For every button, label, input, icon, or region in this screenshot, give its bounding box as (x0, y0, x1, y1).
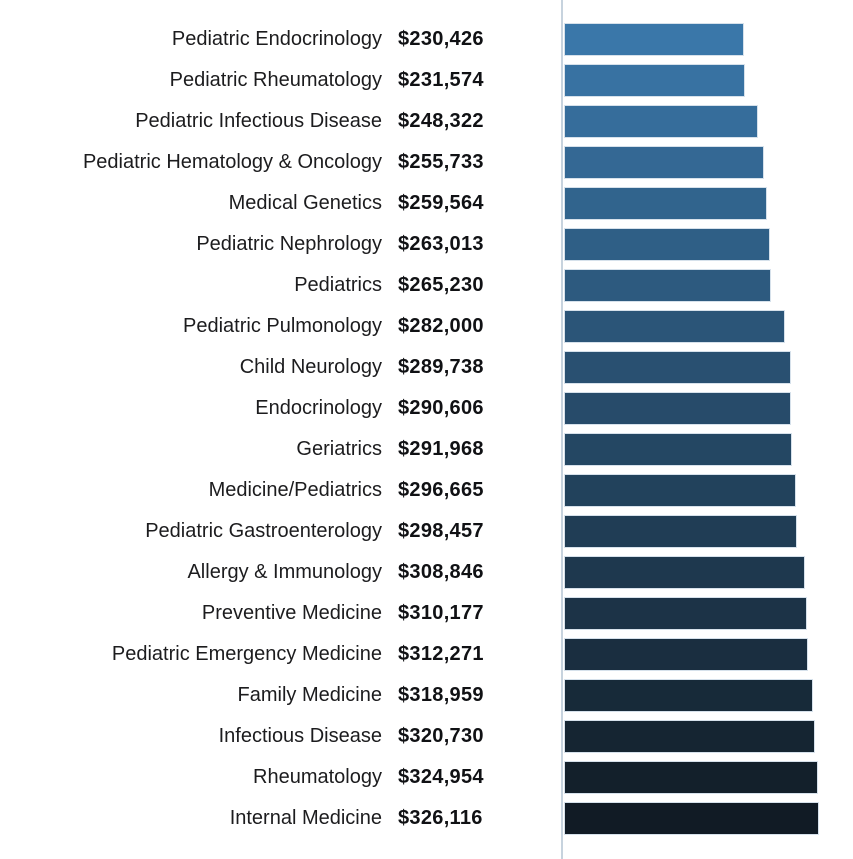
salary-value: $282,000 (398, 315, 484, 337)
salary-value: $296,665 (398, 479, 484, 501)
specialty-label: Preventive Medicine (201, 602, 382, 624)
specialty-label: Pediatric Hematology & Oncology (82, 151, 382, 173)
chart-row: Medical Genetics $259,564 (0, 187, 853, 220)
salary-value: $310,177 (398, 602, 484, 624)
salary-value: $255,733 (398, 151, 484, 173)
specialty-label: Pediatrics (294, 274, 382, 296)
specialty-label: Medical Genetics (228, 192, 382, 214)
specialty-label: Pediatric Gastroenterology (145, 520, 382, 542)
salary-bar (564, 720, 815, 753)
chart-row: Pediatric Infectious Disease $248,322 (0, 105, 853, 138)
salary-bar (564, 23, 744, 56)
salary-value: $290,606 (398, 397, 484, 419)
chart-row: Child Neurology $289,738 (0, 351, 853, 384)
specialty-label: Pediatric Emergency Medicine (111, 643, 382, 665)
salary-bar (564, 802, 819, 835)
specialty-label: Rheumatology (253, 766, 382, 788)
salary-bar (564, 269, 771, 302)
specialty-label: Infectious Disease (218, 725, 382, 747)
chart-row: Family Medicine $318,959 (0, 679, 853, 712)
salary-value: $318,959 (398, 684, 484, 706)
chart-row: Pediatric Gastroenterology $298,457 (0, 515, 853, 548)
chart-row: Geriatrics $291,968 (0, 433, 853, 466)
salary-value: $312,271 (398, 643, 484, 665)
salary-bar (564, 146, 764, 179)
salary-value: $289,738 (398, 356, 484, 378)
chart-row: Pediatric Rheumatology $231,574 (0, 64, 853, 97)
salary-value: $324,954 (398, 766, 484, 788)
chart-row: Medicine/Pediatrics $296,665 (0, 474, 853, 507)
specialty-label: Internal Medicine (229, 807, 382, 829)
chart-row: Preventive Medicine $310,177 (0, 597, 853, 630)
salary-bar (564, 228, 770, 261)
chart-row: Endocrinology $290,606 (0, 392, 853, 425)
salary-bar (564, 515, 797, 548)
chart-row: Pediatric Hematology & Oncology $255,733 (0, 146, 853, 179)
specialty-label: Pediatric Nephrology (196, 233, 382, 255)
chart-row: Internal Medicine $326,116 (0, 802, 853, 835)
specialty-label: Geriatrics (296, 438, 382, 460)
specialty-label: Pediatric Rheumatology (169, 69, 382, 91)
salary-bar (564, 679, 813, 712)
salary-bar (564, 474, 796, 507)
chart-row: Pediatric Emergency Medicine $312,271 (0, 638, 853, 671)
salary-value: $308,846 (398, 561, 484, 583)
specialty-label: Child Neurology (239, 356, 382, 378)
specialty-label: Allergy & Immunology (187, 561, 382, 583)
salary-bar (564, 64, 745, 97)
salary-value: $291,968 (398, 438, 484, 460)
salary-bar (564, 187, 767, 220)
salary-bar (564, 638, 808, 671)
salary-value: $298,457 (398, 520, 484, 542)
specialty-label: Endocrinology (255, 397, 382, 419)
salary-value: $263,013 (398, 233, 484, 255)
salary-value: $259,564 (398, 192, 484, 214)
salary-bar (564, 105, 758, 138)
specialty-label: Pediatric Infectious Disease (135, 110, 382, 132)
salary-bar (564, 433, 792, 466)
salary-bar (564, 392, 791, 425)
chart-row: Rheumatology $324,954 (0, 761, 853, 794)
salary-bar (564, 761, 818, 794)
salary-bar (564, 351, 791, 384)
salary-bar (564, 310, 785, 343)
chart-row: Pediatric Pulmonology $282,000 (0, 310, 853, 343)
specialty-label: Family Medicine (237, 684, 382, 706)
salary-value: $248,322 (398, 110, 484, 132)
salary-value: $326,116 (398, 807, 483, 829)
chart-row: Pediatrics $265,230 (0, 269, 853, 302)
y-axis-line (561, 0, 563, 859)
specialty-label: Medicine/Pediatrics (208, 479, 382, 501)
chart-row: Pediatric Endocrinology $230,426 (0, 23, 853, 56)
chart-row: Pediatric Nephrology $263,013 (0, 228, 853, 261)
salary-value: $320,730 (398, 725, 484, 747)
specialty-label: Pediatric Endocrinology (171, 28, 382, 50)
salary-value: $230,426 (398, 28, 484, 50)
chart-row: Infectious Disease $320,730 (0, 720, 853, 753)
salary-bar (564, 597, 807, 630)
salary-value: $231,574 (398, 69, 484, 91)
salary-bar (564, 556, 805, 589)
chart-row: Allergy & Immunology $308,846 (0, 556, 853, 589)
specialty-label: Pediatric Pulmonology (183, 315, 382, 337)
salary-value: $265,230 (398, 274, 484, 296)
